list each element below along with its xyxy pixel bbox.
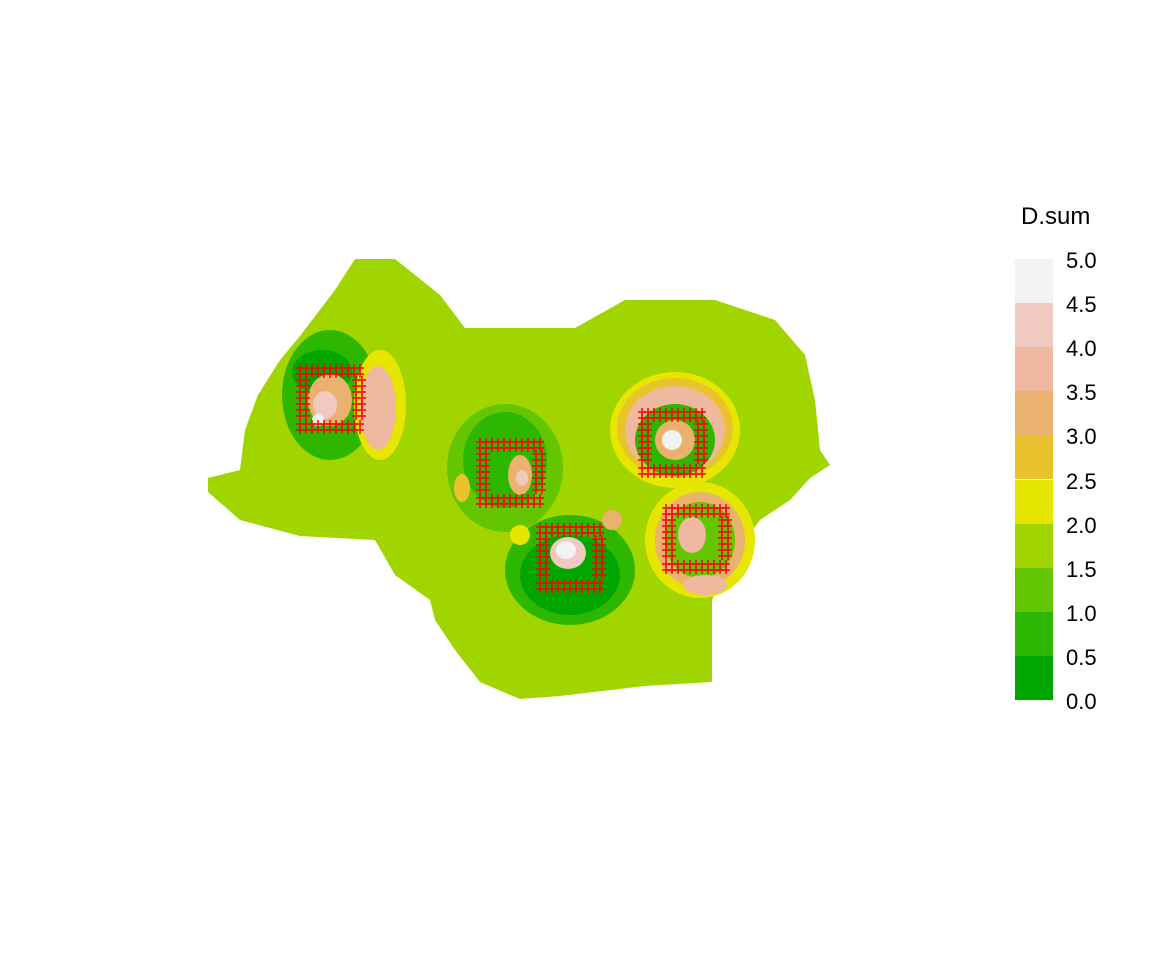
legend-swatch bbox=[1015, 391, 1053, 436]
legend-label: 3.0 bbox=[1066, 424, 1097, 450]
legend-title: D.sum bbox=[1021, 203, 1091, 230]
legend-swatch bbox=[1015, 303, 1053, 348]
legend-swatch bbox=[1015, 567, 1053, 612]
legend-label: 2.0 bbox=[1066, 512, 1097, 538]
legend-swatch bbox=[1015, 611, 1053, 656]
density-hotspot bbox=[610, 372, 740, 488]
legend-label: 5.0 bbox=[1066, 248, 1097, 273]
survey-grid bbox=[638, 408, 708, 478]
legend-label: 1.5 bbox=[1066, 556, 1097, 582]
legend-label: 2.5 bbox=[1066, 468, 1097, 494]
legend-color-bar bbox=[1015, 259, 1053, 700]
legend-swatch bbox=[1015, 347, 1053, 392]
legend-label: 1.0 bbox=[1066, 600, 1097, 626]
legend-label: 4.5 bbox=[1066, 292, 1097, 318]
survey-grid bbox=[536, 523, 606, 593]
legend-swatch bbox=[1015, 259, 1053, 304]
survey-grid bbox=[662, 504, 732, 574]
survey-grid bbox=[476, 438, 546, 508]
legend-label: 0.5 bbox=[1066, 644, 1097, 670]
density-hotspot bbox=[447, 404, 563, 532]
legend-label: 4.0 bbox=[1066, 336, 1097, 362]
survey-point-grids bbox=[296, 364, 732, 593]
legend-swatch bbox=[1015, 479, 1053, 524]
legend-swatch bbox=[1015, 435, 1053, 480]
legend-label: 0.0 bbox=[1066, 689, 1097, 714]
legend-swatch bbox=[1015, 655, 1053, 700]
legend-label: 3.5 bbox=[1066, 380, 1097, 406]
legend-swatch bbox=[1015, 523, 1053, 568]
density-hotspot bbox=[645, 482, 755, 598]
survey-grid bbox=[296, 364, 366, 434]
